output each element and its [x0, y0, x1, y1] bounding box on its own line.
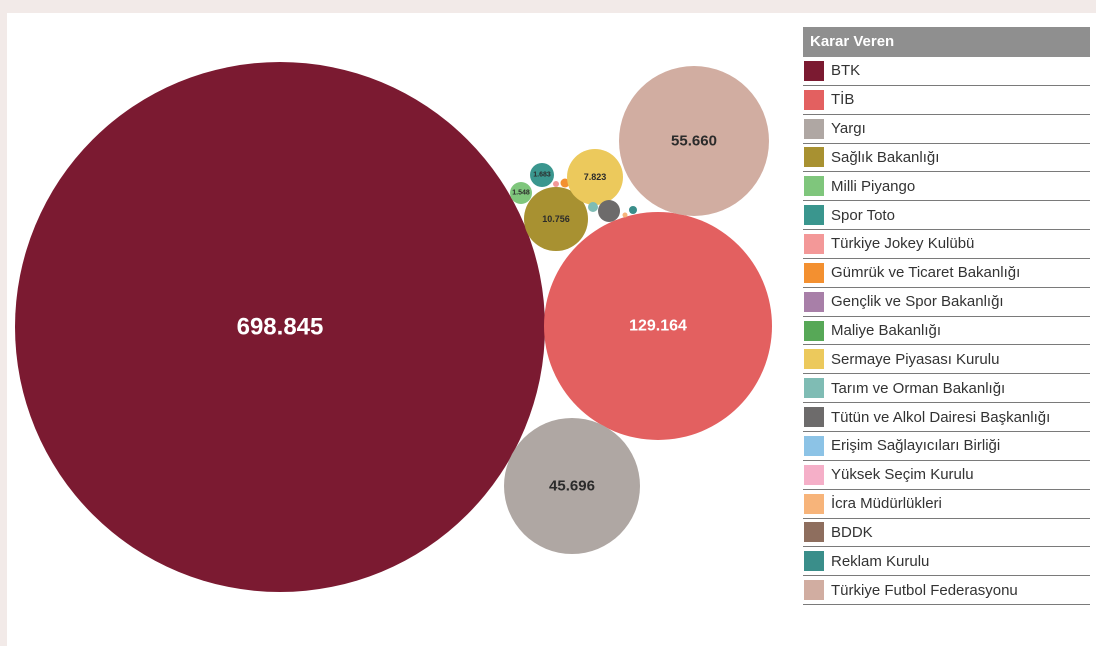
legend-item: Sermaye Piyasası Kurulu	[803, 345, 1090, 375]
bubble-yargı	[504, 418, 640, 554]
bubble-spor-toto	[530, 163, 554, 187]
legend-label: İcra Müdürlükleri	[831, 495, 942, 513]
bubble-btk	[15, 62, 545, 592]
bubble-milli-piyango	[510, 182, 532, 204]
bubble-türkiye-jokey-kulübü	[553, 181, 559, 187]
legend-swatch	[804, 522, 824, 543]
bubble-value-label: 45.696	[549, 478, 595, 495]
legend-item: BDDK	[803, 519, 1090, 548]
bubble-i-cra-müdürlükleri	[622, 212, 628, 218]
legend-swatch	[804, 176, 824, 197]
legend-item: Tarım ve Orman Bakanlığı	[803, 374, 1090, 404]
bubble-tarım-ve-orman-bakanlığı	[588, 202, 598, 212]
legend-label: Reklam Kurulu	[831, 552, 930, 570]
legend-swatch	[804, 262, 824, 283]
legend-swatch	[804, 378, 824, 399]
legend-swatch	[804, 349, 824, 370]
legend-swatch	[804, 320, 824, 341]
legend-swatch	[804, 118, 824, 139]
bubble-value-label: 7.823	[584, 172, 607, 182]
legend-item: TİB	[803, 86, 1090, 115]
bubble-reklam-kurulu	[629, 206, 637, 214]
legend-swatch	[804, 60, 824, 81]
legend-item: Türkiye Futbol Federasyonu	[803, 576, 1090, 606]
bubble-value-label: 129.164	[629, 318, 687, 335]
legend: Karar Veren BTK TİB Yargı Sağlık Bakanlığı M…	[803, 27, 1090, 606]
legend-item: Milli Piyango	[803, 172, 1090, 202]
legend-label: Sermaye Piyasası Kurulu	[831, 350, 1000, 368]
legend-swatch	[804, 551, 824, 572]
legend-swatch	[804, 233, 824, 254]
legend-label: Spor Toto	[831, 206, 895, 224]
legend-label: Tarım ve Orman Bakanlığı	[831, 379, 1006, 397]
legend-label: Gümrük ve Ticaret Bakanlığı	[831, 264, 1021, 282]
legend-item: Erişim Sağlayıcıları Birliği	[803, 432, 1090, 461]
bubble-ti-b	[544, 212, 772, 440]
legend-label: Türkiye Futbol Federasyonu	[831, 581, 1018, 599]
legend-swatch	[804, 407, 824, 428]
legend-label: Sağlık Bakanlığı	[831, 148, 940, 166]
bubble-gümrük-ve-ticaret-bakanlığı	[560, 178, 570, 188]
bubble-türkiye-futbol-federasyonu	[619, 66, 769, 216]
legend-label: Erişim Sağlayıcıları Birliği	[831, 437, 1001, 455]
bubble-sağlık-bakanlığı	[524, 187, 588, 251]
legend-swatch	[804, 464, 824, 485]
legend-label: Tütün ve Alkol Dairesi Başkanlığı	[831, 408, 1051, 426]
legend-label: Milli Piyango	[831, 177, 916, 195]
legend-label: Türkiye Jokey Kulübü	[831, 235, 975, 253]
legend-title: Karar Veren	[803, 27, 1090, 57]
legend-label: Gençlik ve Spor Bakanlığı	[831, 293, 1004, 311]
legend-item: Spor Toto	[803, 201, 1090, 231]
bubble-value-label: 55.660	[671, 133, 717, 150]
legend-item: Türkiye Jokey Kulübü	[803, 230, 1090, 259]
bubble-chart: 698.845 129.164 45.696 10.756 1.548 1.683 7.82…	[15, 62, 772, 592]
legend-label: BTK	[831, 62, 861, 80]
legend-label: TİB	[831, 91, 855, 109]
legend-swatch	[804, 205, 824, 226]
legend-item: Yüksek Seçim Kurulu	[803, 461, 1090, 490]
bubble-value-label: 10.756	[542, 214, 570, 224]
legend-item: İcra Müdürlükleri	[803, 490, 1090, 519]
legend-swatch	[804, 89, 824, 110]
legend-item: Yargı	[803, 115, 1090, 144]
legend-item: Tütün ve Alkol Dairesi Başkanlığı	[803, 403, 1090, 432]
legend-item: BTK	[803, 57, 1090, 86]
legend-swatch	[804, 147, 824, 168]
bubble-tütün-ve-alkol-dairesi-başkanlığı	[598, 200, 620, 222]
legend-swatch	[804, 435, 824, 456]
legend-item: Gümrük ve Ticaret Bakanlığı	[803, 259, 1090, 288]
legend-swatch	[804, 580, 824, 601]
bubble-value-label: 1.683	[533, 172, 551, 179]
bubble-value-label: 1.548	[512, 190, 530, 197]
legend-items: BTK TİB Yargı Sağlık Bakanlığı Milli Piyango…	[803, 57, 1090, 606]
legend-label: Maliye Bakanlığı	[831, 322, 942, 340]
legend-label: BDDK	[831, 523, 873, 541]
bubble-value-label: 698.845	[237, 314, 324, 341]
legend-item: Maliye Bakanlığı	[803, 317, 1090, 346]
legend-item: Sağlık Bakanlığı	[803, 144, 1090, 173]
bubble-sermaye-piyasası-kurulu	[567, 149, 623, 205]
legend-swatch	[804, 291, 824, 312]
legend-item: Reklam Kurulu	[803, 547, 1090, 577]
legend-label: Yüksek Seçim Kurulu	[831, 466, 974, 484]
legend-label: Yargı	[831, 120, 866, 138]
legend-item: Gençlik ve Spor Bakanlığı	[803, 288, 1090, 317]
legend-swatch	[804, 493, 824, 514]
